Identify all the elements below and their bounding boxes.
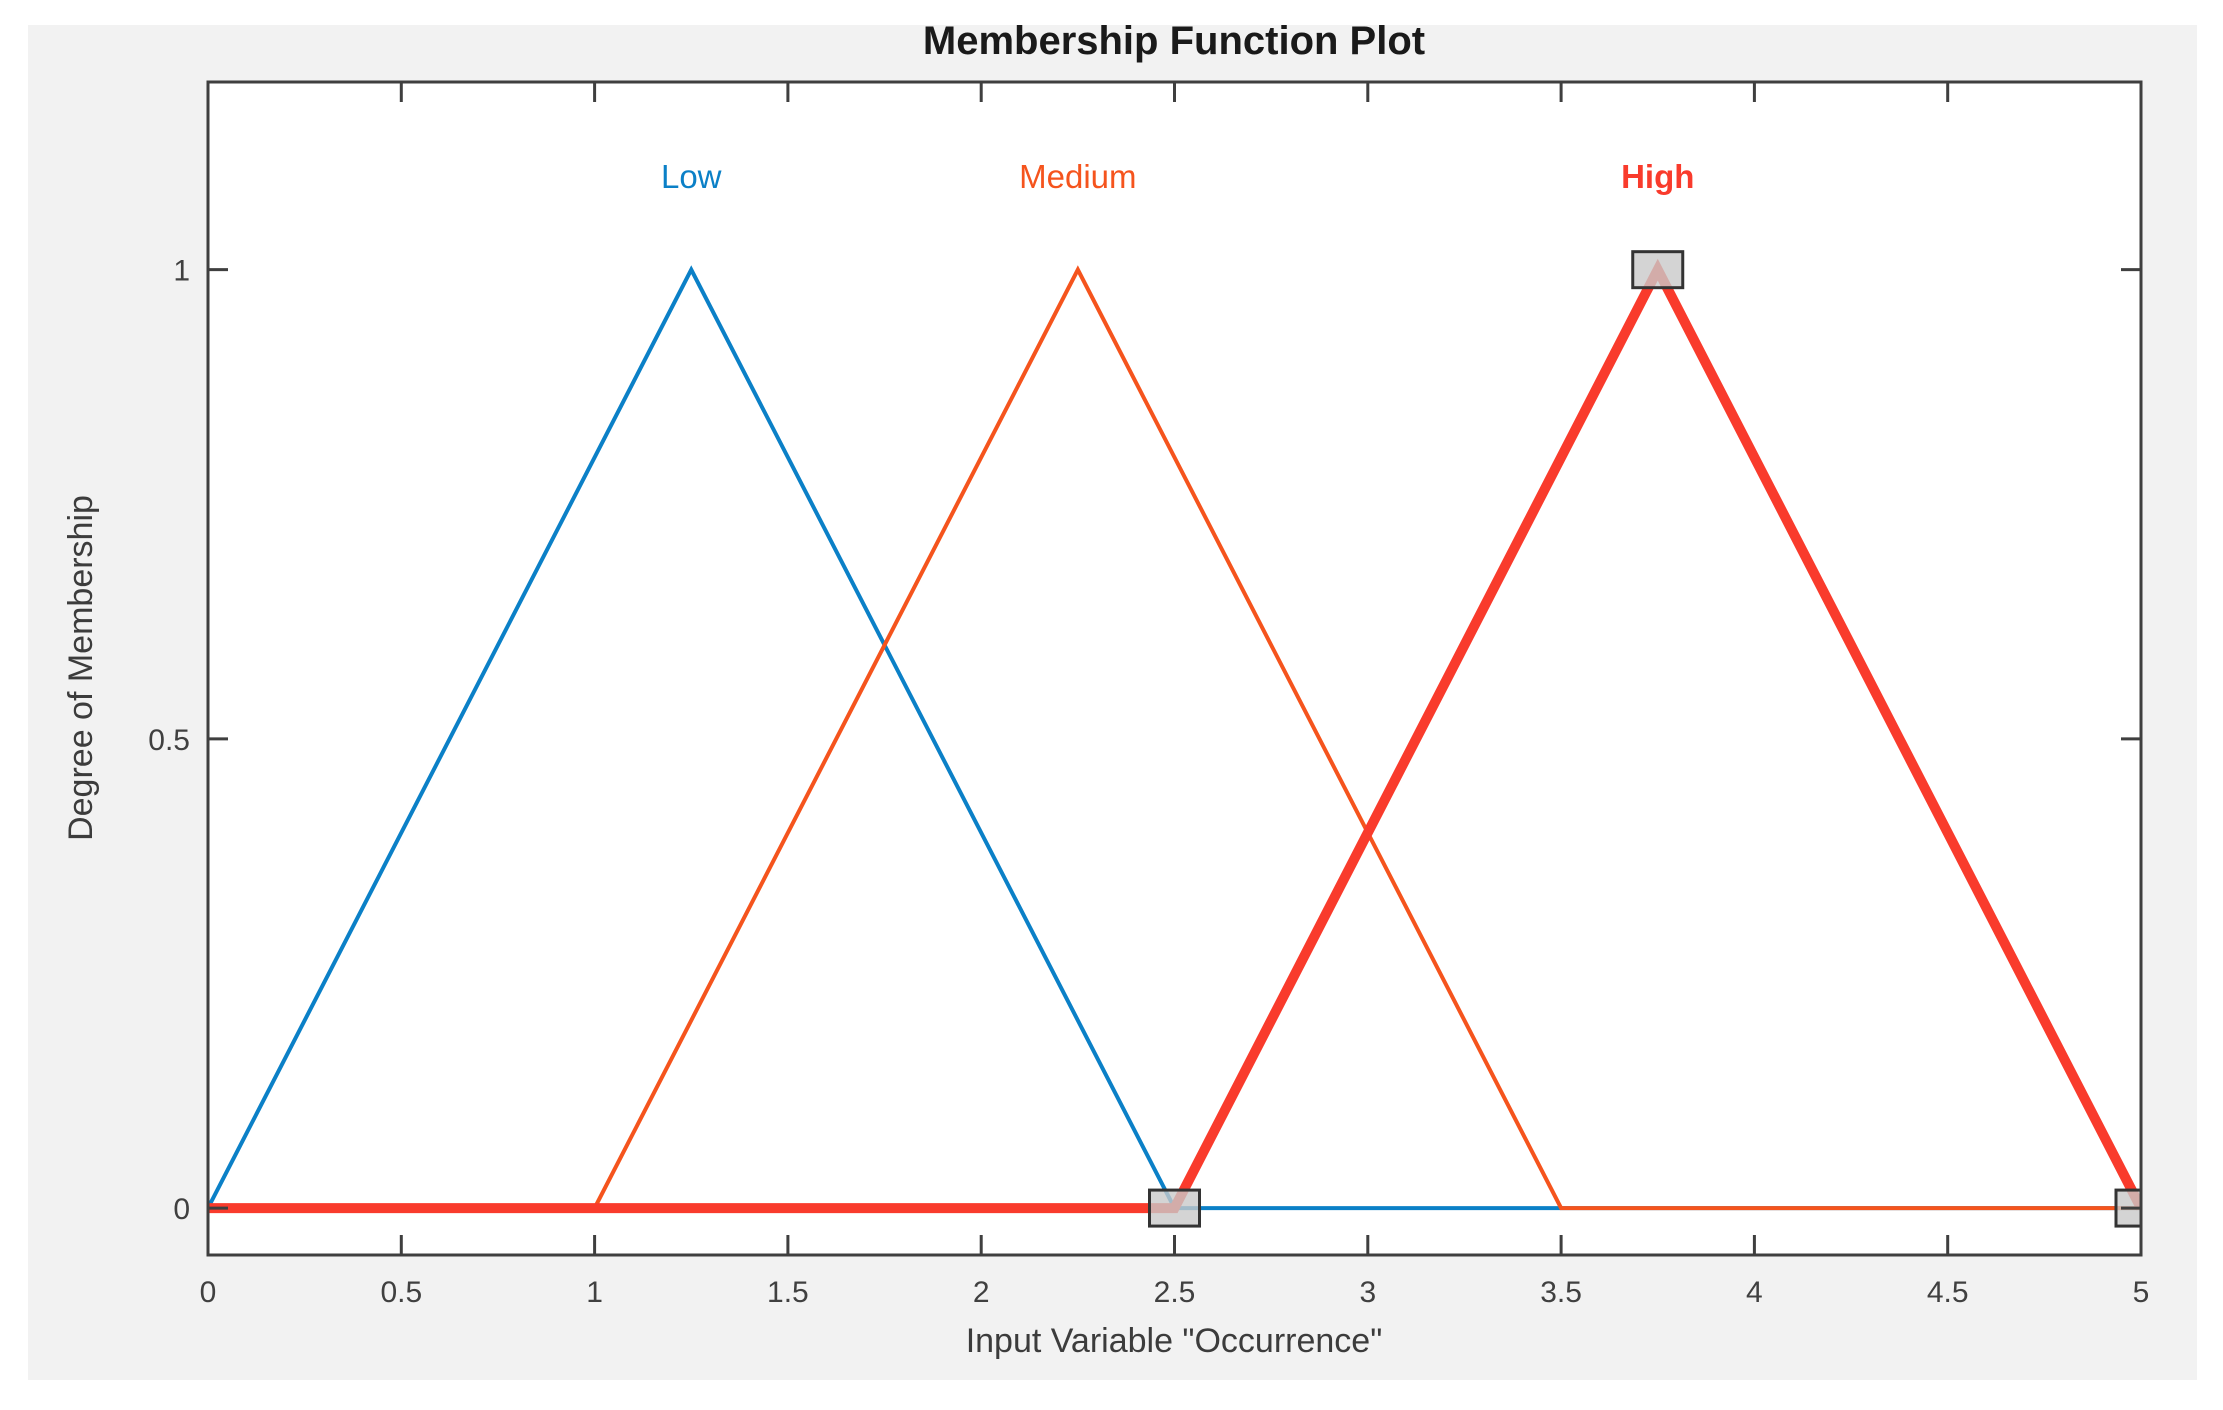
mf-label-low[interactable]: Low	[661, 158, 722, 195]
plot-title: Membership Function Plot	[923, 19, 1425, 63]
axis-tick-labels-group: 0 0.5 1 1.5 2 2.5 3 3.5 4 4.5 5 0 0.5 1	[148, 255, 2149, 1309]
axis-ticks-group	[206, 82, 2143, 1255]
x-tick-label: 4.5	[1927, 1276, 1969, 1309]
plot-area[interactable]	[208, 82, 2141, 1255]
mf-handles-group	[1148, 250, 2141, 1228]
x-tick-label: 0.5	[380, 1276, 422, 1309]
mf-label-medium[interactable]: Medium	[1019, 158, 1136, 195]
y-axis-label: Degree of Membership	[62, 495, 100, 841]
x-tick-label: 2.5	[1154, 1276, 1196, 1309]
y-tick-label: 1	[173, 255, 190, 288]
x-tick-label: 4	[1746, 1276, 1763, 1309]
mf-label-high[interactable]: High	[1621, 158, 1694, 195]
mf-curves-group	[208, 258, 2141, 1214]
x-axis-label: Input Variable "Occurrence"	[966, 1322, 1383, 1360]
x-tick-label: 0	[200, 1276, 217, 1309]
y-tick-label: 0	[173, 1193, 190, 1226]
mf-handle[interactable]	[1148, 1188, 1201, 1228]
x-tick-label: 3.5	[1540, 1276, 1582, 1309]
x-tick-label: 5	[2133, 1276, 2150, 1309]
y-tick-label: 0.5	[148, 724, 190, 757]
x-tick-label: 2	[973, 1276, 990, 1309]
mf-curve-high[interactable]	[208, 258, 2141, 1214]
x-tick-label: 1.5	[767, 1276, 809, 1309]
mf-handle[interactable]	[1631, 250, 1685, 290]
mf-name-labels-group: Low Medium High	[661, 158, 1694, 195]
x-tick-label: 1	[586, 1276, 603, 1309]
x-tick-label: 3	[1359, 1276, 1376, 1309]
